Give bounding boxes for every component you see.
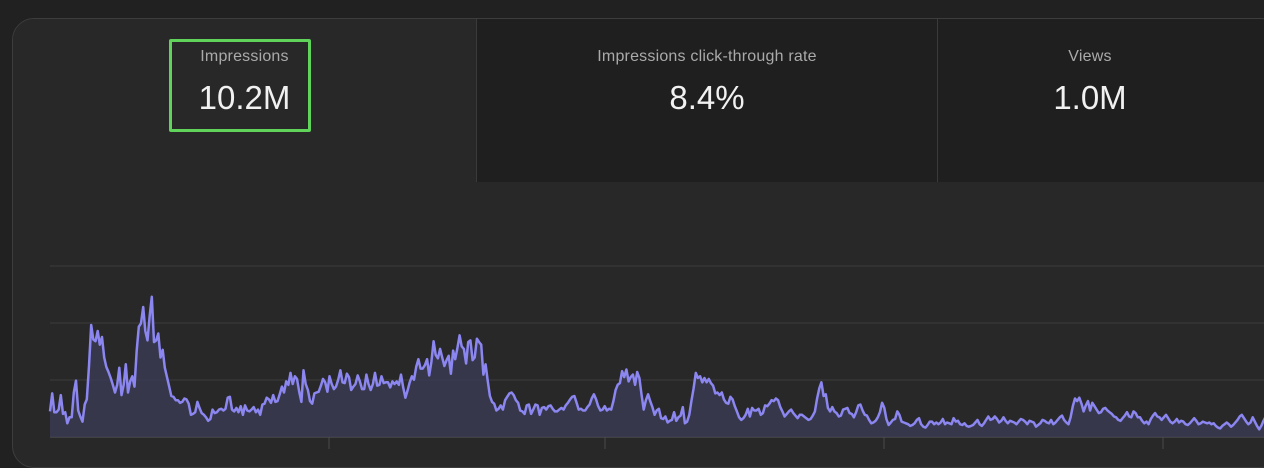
impressions-chart bbox=[48, 265, 1264, 449]
tab-impressions-value: 10.2M bbox=[198, 79, 291, 116]
tab-impressions-ctr[interactable]: Impressions click-through rate 8.4% bbox=[476, 19, 937, 182]
tab-views-label: Views bbox=[1068, 48, 1112, 65]
tab-views[interactable]: Views 1.0M bbox=[937, 19, 1264, 182]
tab-impressions-ctr-value: 8.4% bbox=[669, 79, 745, 116]
metric-tabs: Impressions 10.2M Impressions click-thro… bbox=[13, 19, 1264, 182]
tab-impressions-ctr-label: Impressions click-through rate bbox=[597, 48, 817, 65]
selected-metric-highlight bbox=[169, 39, 311, 132]
analytics-card: Impressions 10.2M Impressions click-thro… bbox=[12, 18, 1264, 468]
chart-line bbox=[48, 295, 1264, 431]
tab-views-value: 1.0M bbox=[1053, 79, 1127, 116]
tab-impressions[interactable]: Impressions 10.2M bbox=[13, 19, 476, 182]
tab-impressions-label: Impressions bbox=[200, 48, 289, 65]
chart-x-ticks bbox=[328, 437, 1164, 449]
chart-area-fill bbox=[50, 296, 1264, 437]
